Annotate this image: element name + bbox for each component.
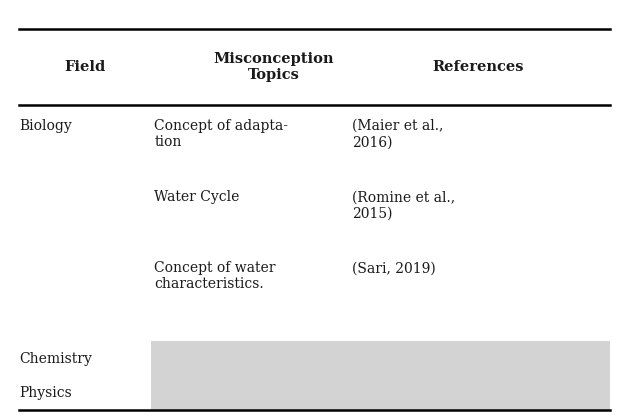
Text: Concept of water
characteristics.: Concept of water characteristics.: [154, 261, 276, 291]
Text: Biology: Biology: [19, 119, 72, 133]
Text: Water Cycle: Water Cycle: [154, 190, 240, 204]
Text: Misconception
Topics: Misconception Topics: [213, 52, 334, 82]
Bar: [151, 341, 610, 410]
Text: (Romine et al.,
2015): (Romine et al., 2015): [352, 190, 455, 220]
Text: Field: Field: [64, 60, 106, 74]
Text: Physics: Physics: [19, 386, 72, 400]
Text: (Sari, 2019): (Sari, 2019): [352, 261, 436, 275]
Text: Chemistry: Chemistry: [19, 352, 92, 367]
Text: (Maier et al.,
2016): (Maier et al., 2016): [352, 119, 443, 149]
Text: Concept of adapta-
tion: Concept of adapta- tion: [154, 119, 288, 149]
Text: References: References: [432, 60, 524, 74]
